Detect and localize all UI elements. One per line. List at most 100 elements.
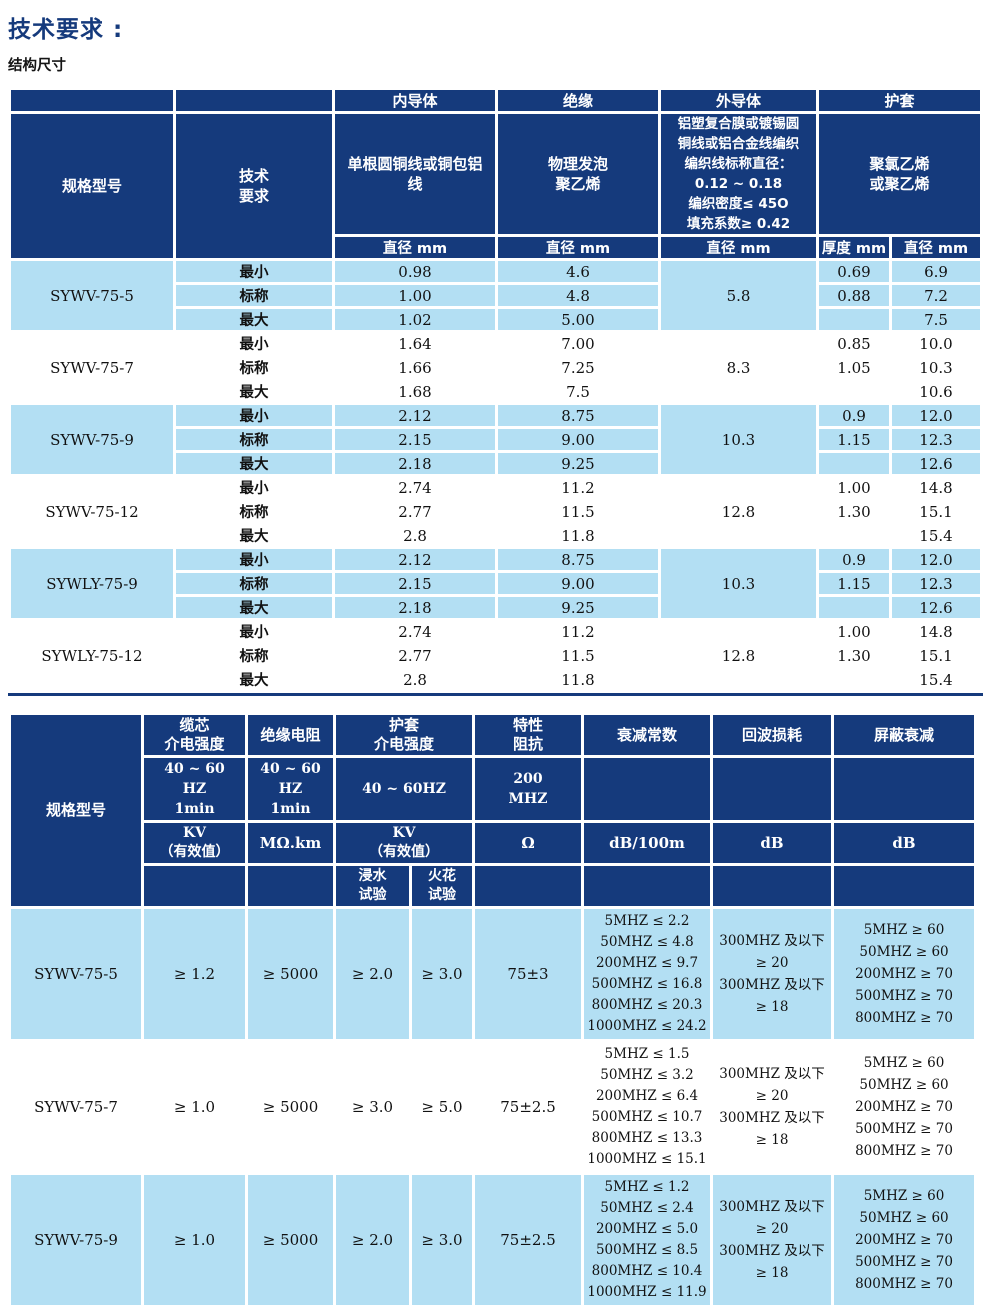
- sheath-diameter: 6.9: [892, 261, 981, 282]
- structure-table-row: SYWLY-75-9 最小 2.12 8.75 10.3 0.9 12.0: [11, 549, 981, 618]
- model-name: SYWV-75-7: [11, 1042, 141, 1172]
- insulation-diameter: 11.2: [498, 621, 658, 642]
- inner-conductor-desc: 单根圆铜线或铜包铝 线: [335, 114, 495, 234]
- inner-conductor-diameter: 1.64: [335, 333, 495, 354]
- sheath-thickness: [819, 381, 889, 402]
- inner-conductor-diameter: 2.12: [335, 405, 495, 426]
- insulation-resistance-value: ≥ 5000: [248, 909, 333, 1039]
- core-test-spacer: [144, 866, 245, 906]
- resistance-test-spacer: [248, 866, 333, 906]
- outer-conductor-desc: 铝塑复合膜或镀锡圆 铜线或铝合金线编织 编织线标称直径： 0.12 ~ 0.18…: [661, 114, 816, 234]
- inner-conductor-diameter: 2.74: [335, 621, 495, 642]
- spark-test-header: 火花 试验: [412, 866, 473, 906]
- insulation-resistance-condition: 40 ~ 60 HZ 1min: [248, 758, 333, 820]
- limit-label: 最小: [176, 549, 332, 570]
- insulation-diameter: 7.25: [498, 357, 658, 378]
- attenuation-list: 5MHZ ≤ 1.2 50MHZ ≤ 2.4 200MHZ ≤ 5.0 500M…: [584, 1175, 711, 1305]
- attenuation-header: 衰减常数: [584, 715, 711, 755]
- limit-label: 最小: [176, 621, 332, 642]
- inner-conductor-diameter: 2.18: [335, 453, 495, 474]
- electrical-table-row: SYWV-75-5 ≥ 1.2 ≥ 5000 ≥ 2.0 ≥ 3.0 75±3 5MHZ ≤…: [11, 909, 975, 1039]
- spec-model-header: 规格型号: [11, 715, 141, 906]
- spec-header-spacer: [11, 90, 173, 111]
- insulation-diameter: 8.75: [498, 549, 658, 570]
- sheath-thickness: 0.9: [819, 549, 889, 570]
- group-header-row: 内导体 绝缘 外导体 护套: [11, 90, 981, 111]
- sheath-thickness: 0.69: [819, 261, 889, 282]
- electrical-table-row: SYWV-75-9 ≥ 1.0 ≥ 5000 ≥ 2.0 ≥ 3.0 75±2.5 5MHZ…: [11, 1175, 975, 1305]
- structure-table-row: 最大 2.8 11.8 15.4: [11, 669, 981, 690]
- group-header-inner-conductor: 内导体: [335, 90, 495, 111]
- sheath-dielectric-header: 护套 介电强度: [336, 715, 473, 755]
- unit-sheath-thickness: 厚度 mm: [819, 237, 889, 258]
- immersion-test-value: ≥ 3.0: [336, 1042, 409, 1172]
- insulation-diameter: 7.00: [498, 333, 658, 354]
- return-loss-value: 300MHZ 及以下 ≥ 20 300MHZ 及以下 ≥ 18: [713, 1175, 832, 1305]
- model-name: SYWLY-75-9: [11, 549, 173, 618]
- inner-conductor-diameter: 1.66: [335, 357, 495, 378]
- sheath-diameter: 7.2: [892, 285, 981, 306]
- inner-conductor-diameter: 2.77: [335, 501, 495, 522]
- inner-conductor-diameter: 1.02: [335, 309, 495, 330]
- shield-condition-spacer: [834, 758, 975, 820]
- insulation-desc: 物理发泡 聚乙烯: [498, 114, 658, 234]
- sheath-thickness: [819, 597, 889, 618]
- limit-label: 最小: [176, 333, 332, 354]
- insulation-diameter: 5.00: [498, 309, 658, 330]
- insulation-diameter: 9.25: [498, 453, 658, 474]
- sheath-dielectric-condition: 40 ~ 60HZ: [336, 758, 473, 820]
- immersion-test-value: ≥ 2.0: [336, 1175, 409, 1305]
- return-loss-test-spacer: [713, 866, 832, 906]
- unit-inner-diameter: 直径 mm: [335, 237, 495, 258]
- unit-outer-diameter: 直径 mm: [661, 237, 816, 258]
- inner-conductor-diameter: 2.12: [335, 549, 495, 570]
- return-loss-value: 300MHZ 及以下 ≥ 20 300MHZ 及以下 ≥ 18: [713, 909, 832, 1039]
- sheath-diameter: 10.3: [892, 357, 981, 378]
- unit-header-row: 直径 mm 直径 mm 直径 mm 厚度 mm 直径 mm: [11, 237, 981, 258]
- sheath-thickness: 1.15: [819, 573, 889, 594]
- sheath-diameter: 10.6: [892, 381, 981, 402]
- group-header-insulation: 绝缘: [498, 90, 658, 111]
- sheath-diameter: 14.8: [892, 621, 981, 642]
- structure-table-row: 标称 2.77 11.5 1.30 15.1: [11, 645, 981, 666]
- sheath-diameter: 7.5: [892, 309, 981, 330]
- impedance-value: 75±2.5: [475, 1175, 582, 1305]
- limit-label: 最大: [176, 309, 332, 330]
- group-header-sheath: 护套: [819, 90, 981, 111]
- group-header-row: 规格型号 缆芯 介电强度 绝缘电阻 护套 介电强度 特性 阻抗 衰减常数 回波损…: [11, 715, 975, 906]
- outer-conductor-diameter: 12.8: [661, 477, 816, 546]
- spark-test-value: ≥ 3.0: [412, 909, 473, 1039]
- insulation-diameter: 11.2: [498, 477, 658, 498]
- electrical-table: 规格型号 缆芯 介电强度 绝缘电阻 护套 介电强度 特性 阻抗 衰减常数 回波损…: [8, 712, 977, 1308]
- sheath-thickness: 1.00: [819, 621, 889, 642]
- model-name: SYWV-75-9: [11, 405, 173, 474]
- limit-label: 最小: [176, 477, 332, 498]
- page-title: 技术要求 :: [8, 17, 124, 43]
- attenuation-list: 5MHZ ≤ 1.5 50MHZ ≤ 3.2 200MHZ ≤ 6.4 500M…: [584, 1042, 711, 1172]
- sheath-diameter: 12.0: [892, 405, 981, 426]
- sheath-thickness: 0.9: [819, 405, 889, 426]
- model-name: SYWV-75-5: [11, 261, 173, 330]
- structure-table-row: SYWV-75-12 最小 2.74 11.2 12.8 1.00 14.8: [11, 477, 981, 546]
- inner-conductor-diameter: 2.8: [335, 669, 495, 690]
- structure-table-row: SYWV-75-9 最小 2.12 8.75 10.3 0.9 12.0: [11, 405, 981, 474]
- limit-label: 最大: [176, 381, 332, 402]
- structure-table-row: SYWV-75-5 最小 0.98 4.6 5.8 0.69 6.9: [11, 261, 981, 330]
- insulation-resistance-header: 绝缘电阻: [248, 715, 333, 755]
- limit-label: 标称: [176, 501, 332, 522]
- structure-table-row: 标称 2.15 9.00 1.15 12.3: [11, 429, 981, 450]
- sheath-thickness: [819, 669, 889, 690]
- attenuation-condition-spacer: [584, 758, 711, 820]
- core-dielectric-value: ≥ 1.2: [144, 909, 245, 1039]
- sheath-diameter: 10.0: [892, 333, 981, 354]
- sheath-diameter: 12.6: [892, 453, 981, 474]
- structure-table-row: 最大 2.18 9.25 12.6: [11, 453, 981, 474]
- test-type-header-row: 浸水 试验 火花 试验: [11, 866, 975, 906]
- limit-label: 最小: [176, 261, 332, 282]
- impedance-value: 75±2.5: [475, 1042, 582, 1172]
- insulation-diameter: 7.5: [498, 381, 658, 402]
- electrical-table-row: SYWV-75-7 ≥ 1.0 ≥ 5000 ≥ 3.0 ≥ 5.0 75±2.5 5MHZ…: [11, 1042, 975, 1172]
- impedance-header: 特性 阻抗: [475, 715, 582, 755]
- sheath-diameter: 15.1: [892, 501, 981, 522]
